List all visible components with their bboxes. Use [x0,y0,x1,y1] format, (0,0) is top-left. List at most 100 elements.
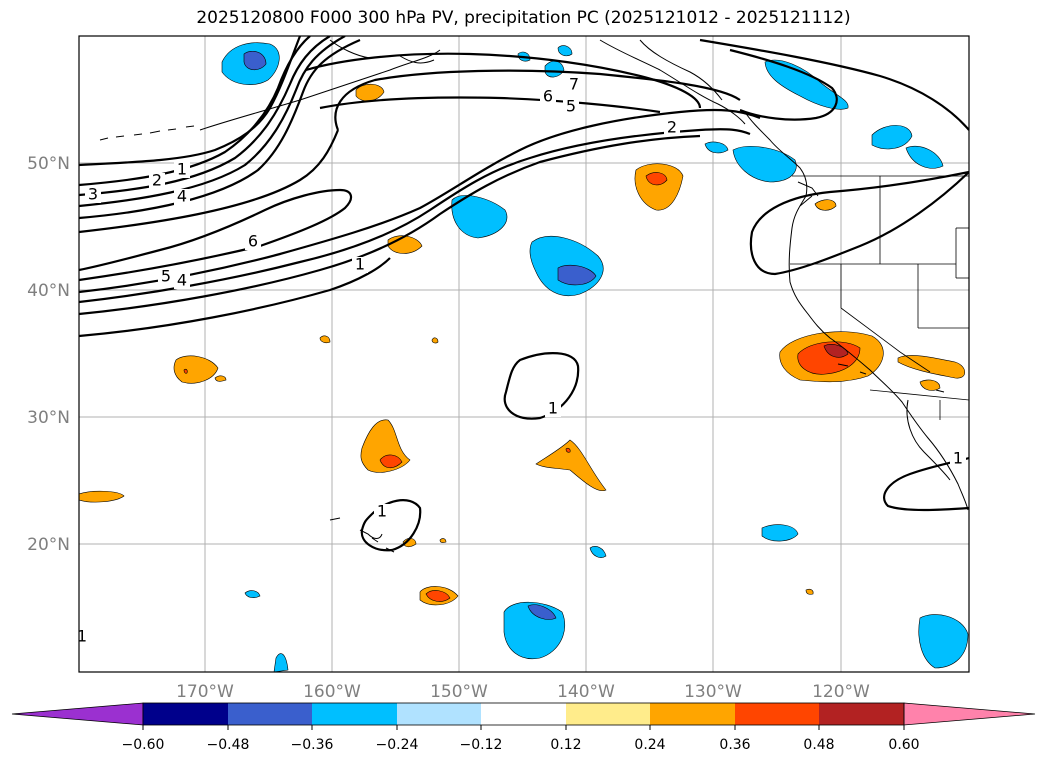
pv-label-6: 6 [543,87,553,106]
borders [790,175,969,420]
pv-label-7: 7 [569,75,579,94]
lat-tick-30n: 30°N [27,408,70,428]
colorbar-swatch [819,703,904,725]
precip-neg-blob [871,125,913,150]
precip-neg-blob [589,546,607,558]
lat-tick-40n: 40°N [27,281,70,301]
colorbar-swatch [312,703,397,725]
precip-pos-core [183,368,188,374]
colorbar-tick: 0.48 [803,737,834,753]
colorbar: −0.60 −0.48 −0.36 −0.24 −0.12 0.12 0.24 … [11,702,1036,753]
map-plot-area: 1 2 3 4 6 5 4 1 7 6 5 2 1 1 [77,36,969,672]
precip-pos-core [565,447,571,453]
precip-neg-blob [557,45,573,57]
pv-label-1: 1 [548,399,558,418]
colorbar-swatch [735,703,819,725]
precip-pos-blob [173,355,219,384]
colorbar-swatch [481,703,566,725]
colorbar-swatch [397,703,481,725]
precip-neg-blob [704,141,729,154]
colorbar-swatch [650,703,735,725]
pv-contour [319,96,661,114]
pv-label-1: 1 [953,449,963,468]
pv-label-1: 1 [177,160,187,179]
colorbar-tick: −0.36 [291,737,334,753]
pv-contour [79,188,353,282]
pv-label-4: 4 [177,271,187,290]
pv-label-3: 3 [88,185,98,204]
colorbar-swatch [143,703,228,725]
map-frame [78,35,970,673]
colorbar-tick: −0.12 [460,737,503,753]
pv-label-1: 1 [377,502,387,521]
colorbar-tick: 0.36 [719,737,750,753]
precip-neg-core [243,51,267,71]
pv-label-6: 6 [248,232,258,251]
pv-contour [79,36,311,187]
pv-contour [79,128,751,304]
precip-neg-blob [732,146,797,183]
precip-pos-max [823,344,849,358]
precip-pos-blob [805,588,814,595]
colorbar-tick: 0.60 [888,737,919,753]
pv-contour [79,108,761,294]
pv-contour [503,352,580,420]
precip-neg-blob [905,146,944,169]
colorbar-tick: 0.12 [550,737,581,753]
pv-label-5: 5 [566,97,576,116]
pv-label-4: 4 [177,187,187,206]
precip-neg-blob [918,614,969,669]
precip-pos-blob [79,490,125,503]
precip-pos-blob [402,538,417,548]
pv-contour-labels: 1 2 3 4 6 5 4 1 7 6 5 2 1 1 [77,75,966,646]
precip-neg-core [527,604,557,620]
lat-tick-50n: 50°N [27,154,70,174]
pv-contour [360,499,422,552]
precip-positive-areas [79,83,966,606]
colorbar-extend-max [903,702,1036,726]
lon-tick-170w: 170°W [176,682,234,702]
pv-label-1: 1 [77,627,87,646]
pv-label-2: 2 [667,118,677,137]
precip-neg-core [557,264,597,286]
coastlines [99,39,969,553]
lat-tick-20n: 20°N [27,535,70,555]
precip-pos-core [425,590,451,602]
precip-pos-core [645,172,668,186]
precip-neg-blob [273,653,289,672]
precip-pos-blob [319,335,331,344]
precip-neg-blob [451,195,508,239]
precip-pos-blob [897,355,966,379]
precip-neg-blob [544,60,565,78]
map-title: 2025120800 F000 300 hPa PV, precipitatio… [196,8,851,28]
precip-pos-blob [355,83,385,102]
pv-contour [305,52,702,109]
precip-negative-areas [221,42,969,672]
pv-label-5: 5 [161,267,171,286]
colorbar-swatch [228,703,312,725]
precip-neg-blob [764,59,849,110]
latitude-axis: 50°N 40°N 30°N 20°N [27,154,70,555]
lon-tick-120w: 120°W [812,682,870,702]
pv-label-1: 1 [355,255,365,274]
colorbar-tick: −0.24 [376,737,419,753]
precip-pos-blob [919,379,941,391]
pv-contour [79,257,391,338]
pv-contour [883,456,969,512]
precip-pos-blob [431,337,439,344]
lon-tick-140w: 140°W [557,682,615,702]
lon-tick-160w: 160°W [303,682,361,702]
precip-pos-core [379,454,403,469]
colorbar-tick: −0.60 [122,737,165,753]
lon-tick-150w: 150°W [430,682,488,702]
pv-contour [79,36,346,208]
pv-contour [699,38,969,131]
longitude-axis: 170°W 160°W 150°W 140°W 130°W 120°W [176,682,870,702]
lon-tick-130w: 130°W [684,682,742,702]
precip-neg-blob [761,524,799,542]
precip-neg-blob [244,590,261,598]
precip-pos-blob [814,199,837,211]
colorbar-tick: 0.24 [634,737,665,753]
precip-pos-blob [439,538,447,543]
